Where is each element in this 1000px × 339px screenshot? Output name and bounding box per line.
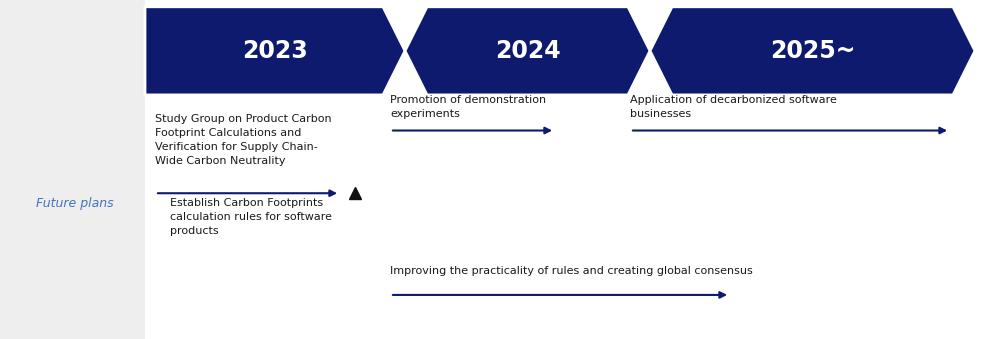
Text: 2025~: 2025~ — [770, 39, 855, 63]
Text: Promotion of demonstration
experiments: Promotion of demonstration experiments — [390, 95, 546, 119]
Text: Future plans: Future plans — [36, 197, 114, 210]
Polygon shape — [650, 7, 975, 95]
Polygon shape — [145, 7, 405, 95]
Text: Establish Carbon Footprints
calculation rules for software
products: Establish Carbon Footprints calculation … — [170, 198, 332, 236]
Text: 2024: 2024 — [495, 39, 560, 63]
Text: Study Group on Product Carbon
Footprint Calculations and
Verification for Supply: Study Group on Product Carbon Footprint … — [155, 114, 332, 165]
Text: Application of decarbonized software
businesses: Application of decarbonized software bus… — [630, 95, 837, 119]
Text: Improving the practicality of rules and creating global consensus: Improving the practicality of rules and … — [390, 266, 753, 276]
FancyBboxPatch shape — [0, 0, 145, 339]
Polygon shape — [405, 7, 650, 95]
Text: 2023: 2023 — [242, 39, 308, 63]
